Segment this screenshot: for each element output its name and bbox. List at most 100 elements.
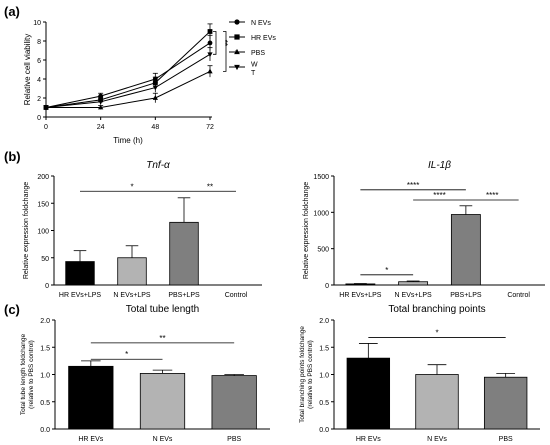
data-point: [152, 95, 158, 100]
y-tick-label: 1.0: [319, 373, 329, 380]
bar: [68, 365, 114, 430]
category-label: HR EVs+LPS: [59, 292, 102, 299]
y-tick-label: 1.5: [40, 345, 50, 352]
significance-label: **: [220, 40, 229, 46]
category-label: N EVs: [427, 436, 447, 443]
category-label: Control: [225, 292, 248, 299]
y-tick-label: 0.5: [40, 400, 50, 407]
y-tick-label: 0: [37, 115, 41, 122]
y-tick-label: 1500: [313, 174, 329, 181]
significance-label: ****: [407, 181, 419, 190]
category-label: N EVs: [153, 436, 173, 443]
y-tick-label: 4: [37, 77, 41, 84]
y-tick-label: 1.5: [319, 345, 329, 352]
chart-title: Total tube length: [126, 304, 199, 315]
data-point: [43, 105, 49, 111]
x-tick-label: 72: [206, 124, 214, 131]
category-label: N EVs+LPS: [395, 292, 432, 299]
legend-label: T: [251, 70, 256, 77]
bar: [65, 261, 95, 286]
bar: [415, 374, 459, 430]
category-label: HR EVs+LPS: [339, 292, 382, 299]
branching-points-bar-chart: 0.0 0.5 1.0 1.5 2.0 HR EVs N EVs PBS * Total bran…: [299, 304, 540, 443]
bar: [211, 375, 257, 430]
y-tick-label: 2.0: [40, 318, 50, 325]
category-label: Control: [507, 292, 530, 299]
y-tick-label: 2: [37, 96, 41, 103]
significance-label: *: [230, 50, 239, 53]
tube-length-bar-chart: 0.00.51.01.52.0HR EVs N EVs PBS***Total tu…: [20, 304, 270, 443]
chart-title: Tnf-α: [146, 160, 170, 171]
y-tick-label: 10: [33, 20, 41, 27]
significance-label: ****: [433, 191, 445, 200]
significance-bracket: [223, 31, 227, 72]
y-axis-subtitle: (relative to PBS control): [307, 340, 314, 409]
series-line: [45, 42, 211, 108]
y-tick-label: 0.0: [319, 427, 329, 434]
bar: [346, 357, 391, 430]
panel-label-c: (c): [4, 302, 20, 317]
y-tick-label: 500: [317, 247, 329, 254]
x-tick-label: 0: [44, 124, 48, 131]
legend-label: N EVs: [251, 20, 271, 27]
data-point: [207, 52, 213, 58]
x-axis-title: Time (h): [113, 136, 143, 145]
category-label: PBS+LPS: [450, 292, 482, 299]
legend-marker: [234, 48, 240, 55]
panel-label-a: (a): [4, 4, 20, 19]
bar: [450, 214, 481, 286]
data-point: [98, 99, 104, 105]
x-tick-label: 24: [97, 124, 105, 131]
y-tick-label: 100: [37, 229, 49, 236]
significance-label: *: [385, 266, 388, 275]
series-line: [45, 31, 211, 108]
significance-label: *: [125, 350, 128, 359]
tnf-bar-chart: 0 50 100 150 200 HR EVs+LPS N EVs+LPS PBS+LPS Co…: [23, 160, 262, 299]
y-axis-title: Relative expression foldchange: [23, 182, 30, 279]
bar: [345, 283, 376, 286]
significance-label: *: [130, 182, 133, 191]
legend-label: HR EVs: [251, 35, 276, 42]
legend-label: W: [251, 62, 258, 69]
y-axis-title: Relative cell viability: [23, 34, 32, 106]
legend-label: PBS: [251, 50, 265, 57]
data-point: [207, 40, 213, 46]
category-label: N EVs+LPS: [113, 292, 150, 299]
y-axis-title: Total branching points foldchange: [299, 326, 306, 423]
category-label: PBS+LPS: [168, 292, 200, 299]
y-tick-label: 1.0: [40, 373, 50, 380]
chart-title: IL-1β: [428, 160, 451, 171]
category-label: HR EVs: [356, 436, 381, 443]
category-label: PBS: [227, 436, 241, 443]
significance-label: **: [159, 334, 165, 343]
y-tick-label: 0: [45, 283, 49, 290]
panel-label-b: (b): [4, 149, 21, 164]
y-tick-label: 150: [37, 201, 49, 208]
y-tick-label: 2.0: [319, 318, 329, 325]
data-point: [207, 29, 213, 34]
y-tick-label: 6: [37, 58, 41, 65]
series-line: [46, 70, 211, 108]
y-tick-label: 0.5: [319, 400, 329, 407]
y-axis-subtitle: (relative to PBS control): [28, 340, 35, 409]
il1b-bar-chart: 0 500 1000 1500 HR EVs+LPS N EVs+LPS PBS+LPS Co…: [303, 160, 545, 299]
legend-marker: [234, 19, 240, 25]
bar: [139, 373, 186, 430]
data-point: [207, 68, 213, 74]
y-axis-title: Total tube length foldchange: [20, 333, 27, 415]
bar: [169, 221, 199, 286]
x-tick-label: 48: [151, 124, 159, 131]
significance-bracket: [213, 31, 217, 55]
chart-title: Total branching points: [388, 304, 485, 315]
legend-marker: [234, 34, 240, 40]
category-label: HR EVs: [78, 436, 103, 443]
series-line: [45, 53, 211, 108]
data-point: [152, 85, 158, 91]
y-tick-label: 50: [41, 256, 49, 263]
y-axis-title: Relative expression foldchange: [303, 182, 310, 279]
data-point: [98, 104, 104, 110]
y-tick-label: 1000: [313, 210, 329, 217]
legend-marker: [234, 64, 240, 71]
